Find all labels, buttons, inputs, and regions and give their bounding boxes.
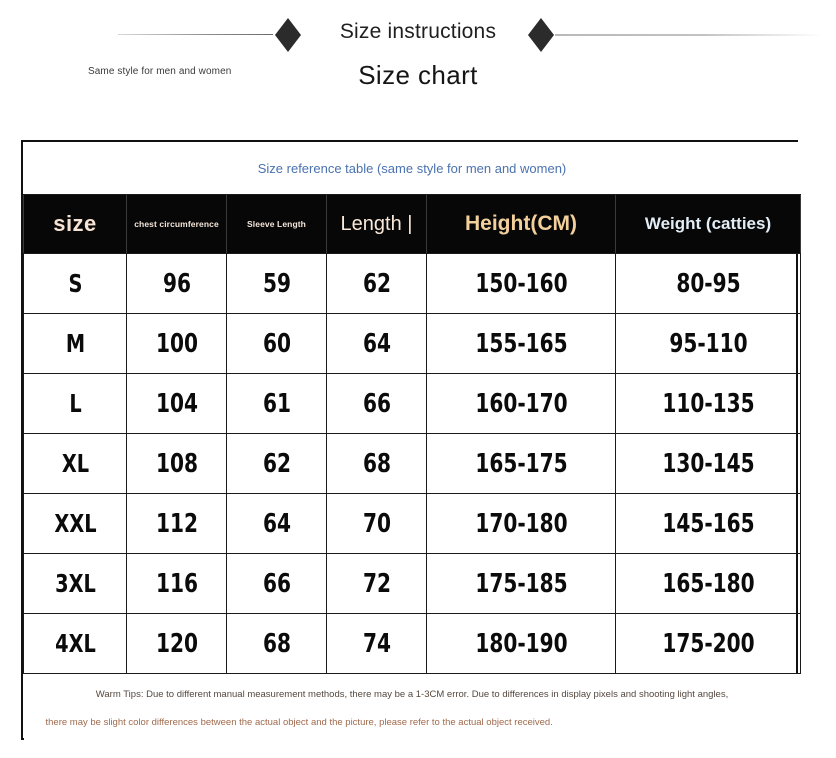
cell-size: L	[31, 374, 120, 434]
cell-length: 62	[334, 254, 420, 314]
cell-weight: 80-95	[628, 254, 787, 314]
cell-height: 175-185	[440, 554, 603, 614]
table-row: XXL 112 64 70 170-180 145-165	[24, 494, 801, 554]
cell-size: XXL	[31, 494, 120, 554]
cell-length: 68	[334, 434, 420, 494]
cell-weight: 95-110	[628, 314, 787, 374]
cell-size: XL	[31, 434, 120, 494]
cell-length: 72	[334, 554, 420, 614]
cell-length: 70	[334, 494, 420, 554]
warm-tips-container: Warm Tips: Due to different manual measu…	[24, 674, 801, 758]
table-row: L 104 61 66 160-170 110-135	[24, 374, 801, 434]
cell-chest: 108	[134, 434, 220, 494]
cell-length: 64	[334, 314, 420, 374]
cell-chest: 116	[134, 554, 220, 614]
cell-length: 66	[334, 374, 420, 434]
cell-chest: 100	[134, 314, 220, 374]
table-subtitle: Size reference table (same style for men…	[24, 142, 801, 195]
cell-sleeve: 61	[234, 374, 320, 434]
cell-weight: 165-180	[628, 554, 787, 614]
cell-sleeve: 68	[234, 614, 320, 674]
cell-chest: 120	[134, 614, 220, 674]
cell-sleeve: 64	[234, 494, 320, 554]
cell-sleeve: 60	[234, 314, 320, 374]
size-chart-table: Size reference table (same style for men…	[23, 142, 801, 758]
cell-weight: 145-165	[628, 494, 787, 554]
cell-chest: 104	[134, 374, 220, 434]
cell-height: 170-180	[440, 494, 603, 554]
cell-sleeve: 66	[234, 554, 320, 614]
cell-size: S	[31, 254, 120, 314]
diamond-icon-right	[528, 18, 554, 35]
column-header-length: Length |	[327, 195, 427, 254]
cell-sleeve: 62	[234, 434, 320, 494]
cell-height: 150-160	[440, 254, 603, 314]
cell-chest: 96	[134, 254, 220, 314]
cell-height: 155-165	[440, 314, 603, 374]
table-row: M 100 60 64 155-165 95-110	[24, 314, 801, 374]
table-row: 4XL 120 68 74 180-190 175-200	[24, 614, 801, 674]
table-row: XL 108 62 68 165-175 130-145	[24, 434, 801, 494]
warm-tips-line-1: Warm Tips: Due to different manual measu…	[38, 682, 787, 702]
cell-height: 180-190	[440, 614, 603, 674]
cell-height: 160-170	[440, 374, 603, 434]
cell-sleeve: 59	[234, 254, 320, 314]
column-header-height: Height(CM)	[427, 195, 616, 254]
column-header-weight: Weight (catties)	[616, 195, 801, 254]
cell-length: 74	[334, 614, 420, 674]
cell-height: 165-175	[440, 434, 603, 494]
table-subtitle-row: Size reference table (same style for men…	[24, 142, 801, 195]
banner-title: Size instructions	[0, 20, 836, 44]
cell-size: 4XL	[31, 614, 120, 674]
cell-size: M	[31, 314, 120, 374]
page-banner: Size instructions	[0, 0, 836, 60]
warm-tips-line-2: there may be slight color differences be…	[38, 702, 787, 730]
size-chart-table-container: Size reference table (same style for men…	[21, 140, 798, 740]
column-header-size: size	[24, 195, 127, 254]
banner-divider-line-right	[555, 34, 823, 36]
column-header-sleeve: Sleeve Length	[227, 195, 327, 254]
table-row: S 96 59 62 150-160 80-95	[24, 254, 801, 314]
cell-chest: 112	[134, 494, 220, 554]
cell-weight: 130-145	[628, 434, 787, 494]
table-footer-row: Warm Tips: Due to different manual measu…	[24, 674, 801, 758]
cell-weight: 110-135	[628, 374, 787, 434]
column-header-chest: chest circumference	[127, 195, 227, 254]
cell-weight: 175-200	[628, 614, 787, 674]
cell-size: 3XL	[31, 554, 120, 614]
table-header-row: size chest circumference Sleeve Length L…	[24, 195, 801, 254]
table-row: 3XL 116 66 72 175-185 165-180	[24, 554, 801, 614]
page-title: Size chart	[0, 60, 836, 91]
